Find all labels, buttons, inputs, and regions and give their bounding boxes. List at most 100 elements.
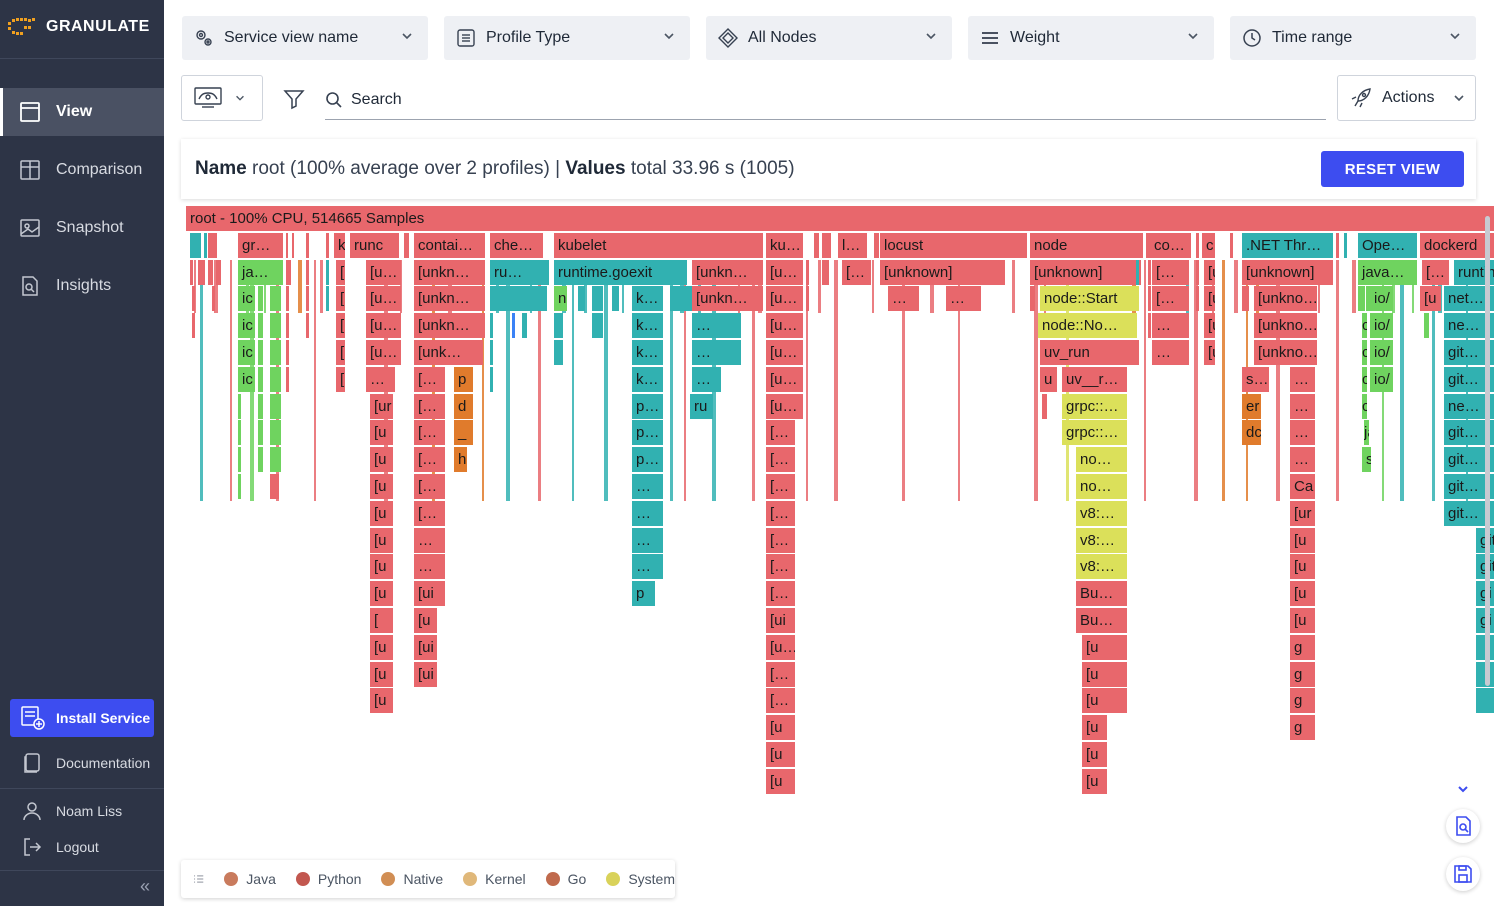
flame-frame[interactable]: k… [632, 340, 663, 365]
flame-frame[interactable]: er [1242, 393, 1261, 419]
flame-frame-slice[interactable] [1012, 259, 1015, 314]
flame-frame-slice[interactable] [1034, 259, 1038, 501]
flame-frame[interactable] [270, 286, 281, 312]
search-field[interactable]: Search [325, 80, 1326, 120]
zoom-search-button[interactable] [1446, 809, 1480, 843]
flame-frame[interactable]: [u [370, 634, 393, 660]
flame-frame[interactable]: [… [1422, 259, 1449, 285]
flame-frame-slice[interactable] [1194, 259, 1198, 501]
flame-frame[interactable]: [ [336, 259, 345, 285]
flame-frame[interactable]: [… [766, 581, 795, 607]
flame-frame[interactable] [192, 286, 195, 312]
flame-frame[interactable]: … [692, 313, 741, 339]
flame-frame[interactable] [270, 393, 281, 419]
search-input[interactable]: Search [351, 90, 402, 108]
flame-frame[interactable]: [… [414, 393, 445, 419]
flame-frame[interactable] [1148, 286, 1151, 312]
flame-frame[interactable] [522, 313, 527, 339]
flame-frame[interactable]: [u [1082, 634, 1127, 660]
flame-frame[interactable]: io/ [1370, 340, 1393, 365]
flame-frame[interactable] [1042, 393, 1047, 419]
flame-frame[interactable]: [… [766, 554, 795, 580]
flame-frame[interactable]: [u [766, 742, 795, 767]
flame-frame[interactable] [286, 340, 289, 365]
flame-frame-slice[interactable] [584, 259, 587, 314]
flame-frame[interactable]: [u… [766, 313, 803, 339]
flame-frame[interactable] [806, 286, 809, 312]
flame-frame[interactable]: [ [370, 608, 393, 633]
flame-frame[interactable]: [ui [414, 581, 445, 607]
flame-frame[interactable]: [ur [370, 393, 393, 419]
flame-frame[interactable]: [u [370, 527, 393, 553]
flame-frame[interactable]: _ [454, 420, 473, 446]
flame-frame[interactable]: kubelet [554, 232, 763, 258]
flame-frame[interactable]: [… [766, 527, 795, 553]
flame-frame[interactable] [1424, 313, 1429, 339]
flame-frame[interactable]: no… [1076, 447, 1127, 473]
flame-frame-slice[interactable] [818, 259, 821, 314]
install-service-button[interactable]: Install Service [10, 699, 154, 737]
flame-frame[interactable] [326, 232, 329, 258]
flame-frame[interactable]: [… [766, 474, 795, 499]
flame-frame[interactable]: … [1290, 393, 1315, 419]
flame-frame[interactable] [1136, 259, 1139, 285]
flame-frame[interactable]: [… [842, 259, 871, 285]
flame-frame-root[interactable]: root - 100% CPU, 514665 Samples [186, 206, 1494, 231]
flame-frame[interactable]: p… [632, 393, 663, 419]
flame-frame[interactable]: h [454, 447, 467, 473]
flame-frame[interactable] [554, 313, 563, 339]
flame-frame[interactable]: [… [766, 420, 795, 446]
flame-frame[interactable]: [unkn… [414, 259, 485, 285]
flame-frame[interactable]: [u… [366, 286, 401, 312]
flame-frame[interactable] [208, 259, 213, 285]
flame-frame[interactable] [578, 286, 585, 312]
flame-frame[interactable]: g [1290, 688, 1315, 714]
flame-frame[interactable]: [u [766, 768, 795, 794]
flame-frame[interactable]: p [454, 366, 473, 392]
flame-frame[interactable]: [u [1420, 286, 1441, 312]
flame-frame[interactable]: runtime.goexit [554, 259, 687, 285]
flame-frame[interactable]: dc [1242, 420, 1261, 446]
flame-frame[interactable]: [… [414, 474, 445, 499]
documentation-link[interactable]: Documentation [22, 752, 150, 774]
flame-frame[interactable] [216, 259, 221, 285]
flame-frame[interactable]: v8:… [1076, 554, 1127, 580]
flame-frame[interactable]: [u… [766, 286, 803, 312]
flame-frame[interactable]: c [1362, 393, 1367, 419]
flame-frame[interactable]: … [366, 366, 395, 392]
flame-frame-slice[interactable] [1276, 259, 1280, 501]
flame-frame[interactable] [258, 366, 263, 392]
flame-frame[interactable] [1148, 313, 1151, 339]
flame-frame-slice[interactable] [400, 259, 402, 314]
flame-frame[interactable]: che… [490, 232, 543, 258]
flame-frame-slice[interactable] [230, 259, 232, 501]
flame-frame[interactable] [198, 259, 205, 285]
flame-frame[interactable]: k… [632, 313, 663, 339]
logo[interactable]: GRANULATE [8, 18, 150, 36]
flame-frame[interactable]: g [1290, 715, 1315, 741]
flame-frame[interactable] [1030, 286, 1035, 312]
flame-frame-slice[interactable] [320, 259, 323, 314]
flame-frame[interactable] [258, 313, 263, 339]
flame-frame[interactable]: Bu… [1076, 581, 1127, 607]
flame-frame[interactable]: g [1290, 634, 1315, 660]
flame-frame[interactable]: [u [1082, 742, 1107, 767]
flame-frame-slice[interactable] [1222, 259, 1225, 501]
sidebar-item-snapshot[interactable]: Snapshot [0, 204, 164, 252]
logout-link[interactable]: Logout [22, 837, 99, 857]
flame-frame[interactable]: … [692, 340, 741, 365]
flame-frame[interactable] [490, 366, 493, 392]
flame-frame[interactable] [286, 366, 289, 392]
flame-frame[interactable]: [unknown] [1242, 259, 1333, 285]
flame-frame-slice[interactable] [314, 259, 316, 501]
flame-frame[interactable]: [… [766, 447, 795, 473]
flame-frame[interactable]: s… [1242, 366, 1269, 392]
flame-frame[interactable]: [unkno… [1254, 340, 1317, 365]
flame-frame[interactable] [490, 286, 547, 312]
flame-frame[interactable]: d [454, 393, 473, 419]
flame-frame[interactable]: Ope… [1358, 232, 1417, 258]
flame-frame[interactable] [270, 366, 281, 392]
flame-frame-slice[interactable] [194, 259, 196, 314]
flame-frame[interactable]: [u [766, 715, 795, 741]
flame-frame[interactable]: [u [1204, 313, 1215, 339]
